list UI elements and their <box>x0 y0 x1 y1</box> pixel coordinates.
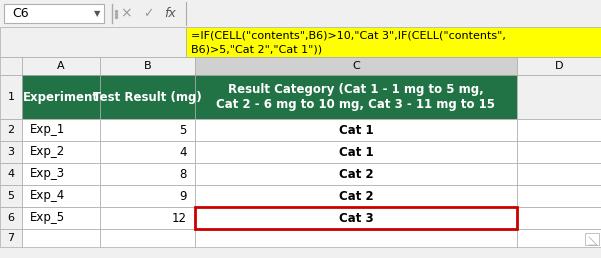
Bar <box>195 163 517 185</box>
Text: 2: 2 <box>7 125 14 135</box>
Bar <box>517 119 601 141</box>
Bar <box>0 207 22 229</box>
Bar <box>517 229 601 247</box>
Bar <box>195 185 517 207</box>
Bar <box>100 141 195 163</box>
Bar <box>517 75 601 119</box>
Bar <box>195 119 517 141</box>
Bar <box>517 207 601 229</box>
Bar <box>0 229 22 247</box>
Bar <box>22 75 100 119</box>
Bar <box>0 0 601 27</box>
Text: 7: 7 <box>7 233 14 243</box>
Text: ×: × <box>120 6 132 20</box>
Text: fx: fx <box>164 7 176 20</box>
Bar <box>100 207 195 229</box>
Bar <box>22 141 100 163</box>
Text: 3: 3 <box>7 147 14 157</box>
Text: Test Result (mg): Test Result (mg) <box>93 91 202 103</box>
Bar <box>0 163 22 185</box>
Bar <box>195 75 517 119</box>
Text: Cat 2: Cat 2 <box>339 189 373 203</box>
Text: 9: 9 <box>180 189 187 203</box>
Bar <box>100 163 195 185</box>
Bar <box>100 75 195 119</box>
Text: Cat 1: Cat 1 <box>339 146 373 158</box>
Text: Exp_2: Exp_2 <box>30 146 66 158</box>
Bar <box>0 141 22 163</box>
Text: Experiment: Experiment <box>23 91 99 103</box>
Text: Exp_5: Exp_5 <box>30 212 65 224</box>
Bar <box>195 207 517 229</box>
Text: Cat 3: Cat 3 <box>339 212 373 224</box>
Text: B6)>5,"Cat 2","Cat 1")): B6)>5,"Cat 2","Cat 1")) <box>191 44 322 54</box>
Bar <box>195 141 517 163</box>
Text: Result Category (Cat 1 - 1 mg to 5 mg,
Cat 2 - 6 mg to 10 mg, Cat 3 - 11 mg to 1: Result Category (Cat 1 - 1 mg to 5 mg, C… <box>216 83 495 111</box>
Text: C: C <box>352 61 360 71</box>
Bar <box>0 119 22 141</box>
Bar <box>195 229 517 247</box>
Bar <box>22 163 100 185</box>
Bar <box>0 185 22 207</box>
Text: 4: 4 <box>7 169 14 179</box>
Text: Cat 1: Cat 1 <box>339 124 373 136</box>
Text: ✓: ✓ <box>143 7 153 20</box>
Text: 12: 12 <box>172 212 187 224</box>
Bar <box>22 57 100 75</box>
Text: A: A <box>57 61 65 71</box>
Bar <box>100 57 195 75</box>
Text: B: B <box>144 61 151 71</box>
Bar <box>517 57 601 75</box>
Bar <box>186 27 601 57</box>
Bar <box>517 185 601 207</box>
Text: ▼: ▼ <box>94 9 100 18</box>
Bar <box>517 163 601 185</box>
Bar <box>4 4 104 23</box>
Text: C6: C6 <box>12 7 29 20</box>
Bar <box>195 57 517 75</box>
Bar <box>100 119 195 141</box>
Text: 6: 6 <box>7 213 14 223</box>
Text: 5: 5 <box>7 191 14 201</box>
Bar <box>100 185 195 207</box>
Text: 1: 1 <box>7 92 14 102</box>
Text: Cat 2: Cat 2 <box>339 167 373 181</box>
Text: D: D <box>555 61 563 71</box>
Bar <box>22 119 100 141</box>
Bar <box>22 185 100 207</box>
Text: Exp_4: Exp_4 <box>30 189 66 203</box>
Text: 8: 8 <box>180 167 187 181</box>
Bar <box>0 27 186 57</box>
Text: =IF(CELL("contents",B6)>10,"Cat 3",IF(CELL("contents",: =IF(CELL("contents",B6)>10,"Cat 3",IF(CE… <box>191 31 506 41</box>
Bar <box>517 141 601 163</box>
Text: 4: 4 <box>180 146 187 158</box>
Text: Exp_1: Exp_1 <box>30 124 66 136</box>
Text: 5: 5 <box>180 124 187 136</box>
Bar <box>22 207 100 229</box>
Text: Exp_3: Exp_3 <box>30 167 65 181</box>
Bar <box>585 233 599 245</box>
Bar <box>100 229 195 247</box>
Bar <box>0 75 22 119</box>
Bar <box>22 229 100 247</box>
Bar <box>0 57 22 75</box>
